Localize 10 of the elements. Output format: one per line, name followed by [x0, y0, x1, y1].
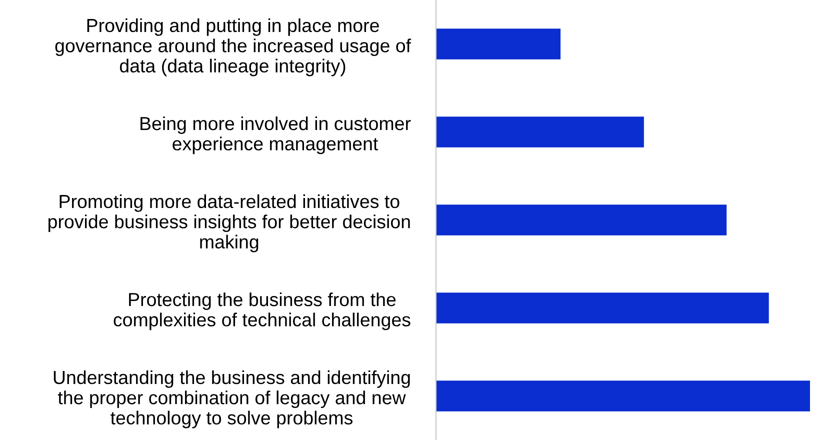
bar [436, 292, 769, 324]
bar [436, 28, 561, 60]
y-tick-label: Being more involved in customer experience management [140, 116, 411, 154]
y-tick-label: Providing and putting in place more governance around the increased usage of data (data lineage integrity) [55, 18, 412, 76]
bar [436, 380, 810, 412]
bar [436, 116, 644, 148]
y-tick-label: Protecting the business from the complexities of technical challenges [114, 292, 410, 330]
y-tick-label: Promoting more data-related initiatives to provide business insights for better decision making [48, 194, 410, 252]
y-tick-label: Understanding the business and identifying the proper combination of legacy and new technology to solve problems [54, 370, 410, 428]
bar [436, 204, 727, 236]
